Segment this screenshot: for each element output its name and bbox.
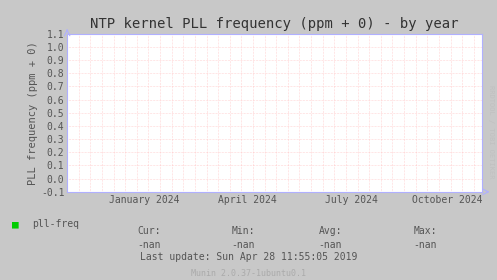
Text: Cur:: Cur:	[137, 226, 161, 236]
Text: Avg:: Avg:	[319, 226, 342, 236]
Title: NTP kernel PLL frequency (ppm + 0) - by year: NTP kernel PLL frequency (ppm + 0) - by …	[90, 17, 459, 31]
Text: -nan: -nan	[137, 240, 161, 250]
Text: pll-freq: pll-freq	[32, 219, 80, 229]
Text: RRDTOOL / TOBI OETIKER: RRDTOOL / TOBI OETIKER	[488, 85, 494, 178]
Text: Munin 2.0.37-1ubuntu0.1: Munin 2.0.37-1ubuntu0.1	[191, 269, 306, 277]
Text: Last update: Sun Apr 28 11:55:05 2019: Last update: Sun Apr 28 11:55:05 2019	[140, 252, 357, 262]
Text: Max:: Max:	[413, 226, 437, 236]
Text: ■: ■	[12, 219, 19, 229]
Y-axis label: PLL frequency (ppm + 0): PLL frequency (ppm + 0)	[28, 41, 38, 185]
Text: -nan: -nan	[413, 240, 437, 250]
Text: -nan: -nan	[319, 240, 342, 250]
Text: -nan: -nan	[232, 240, 255, 250]
Text: Min:: Min:	[232, 226, 255, 236]
